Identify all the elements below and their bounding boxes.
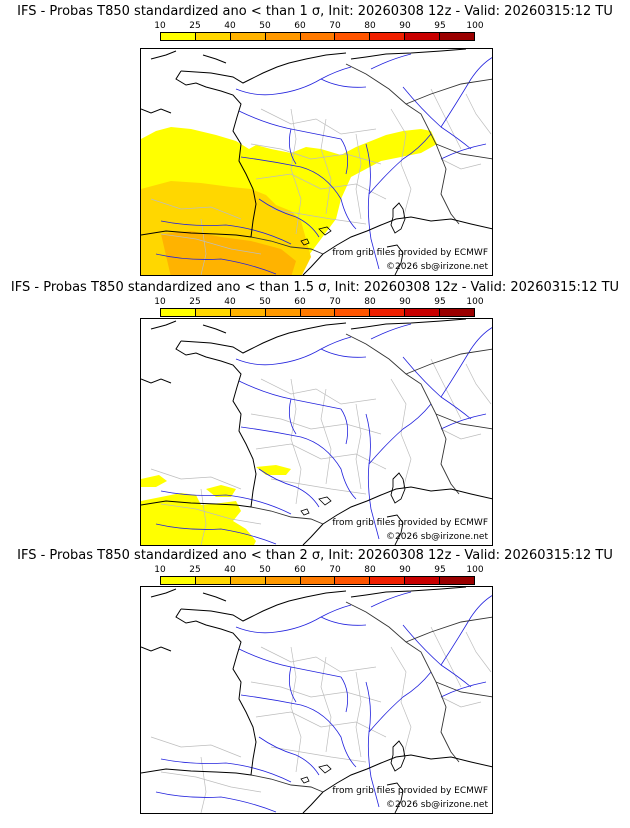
color-scale-bar [160,308,475,317]
scale-cell [370,309,406,316]
scale-tick-label: 40 [224,297,236,307]
scale-tick-label: 90 [399,565,411,575]
basemap-layer [141,587,492,813]
color-scale-bar [160,32,475,41]
scale-cell [161,309,196,316]
scale-tick-label: 100 [466,21,484,31]
prob-zone-10c [256,465,291,475]
scale-tick-label: 40 [224,21,236,31]
probability-color-scale: 10 25 40 50 60 70 80 90 95 100 [154,21,484,49]
probability-color-scale: 10 25 40 50 60 70 80 90 95 100 [154,565,484,593]
source-credit: from grib files provided by ECMWF [332,518,488,528]
scale-tick-label: 50 [259,565,271,575]
color-scale-bar [160,576,475,585]
panel-title: IFS - Probas T850 standardized ano < tha… [17,548,613,563]
probability-shading [141,465,291,545]
scale-cell [370,577,406,584]
scale-tick-label: 40 [224,565,236,575]
scale-tick-label: 70 [329,297,341,307]
scale-tick-label: 70 [329,21,341,31]
scale-tick-label: 50 [259,21,271,31]
prob-zone-10 [141,493,256,545]
scale-cell [195,33,231,40]
scale-tick-label: 90 [399,21,411,31]
scale-cell [230,309,266,316]
scale-cell [405,577,441,584]
scale-cell [265,577,301,584]
scale-cell [161,33,196,40]
scale-cell [300,577,336,584]
scale-cell [300,309,336,316]
scale-tick-label: 95 [434,297,446,307]
copyright-credit: ©2026 sb@irizone.net [386,532,488,542]
map-panel-1-5sigma: IFS - Probas T850 standardized ano < tha… [0,280,630,548]
map-canvas [141,587,492,813]
copyright-credit: ©2026 sb@irizone.net [386,262,488,272]
prob-zone-10d [141,475,167,487]
probability-map: from grib files provided by ECMWF ©2026 … [140,48,493,276]
panel-title: IFS - Probas T850 standardized ano < tha… [10,280,620,295]
probability-shading [141,127,437,275]
scale-tick-label: 25 [189,297,201,307]
probability-map: from grib files provided by ECMWF ©2026 … [140,318,493,546]
scale-tick-label: 95 [434,565,446,575]
scale-tick-label: 80 [364,21,376,31]
scale-tick-label: 60 [294,565,306,575]
scale-cell [440,33,475,40]
source-credit: from grib files provided by ECMWF [332,248,488,258]
scale-cell [335,33,371,40]
map-canvas [141,49,492,275]
scale-cell [300,33,336,40]
scale-tick-label: 90 [399,297,411,307]
scale-cell [405,309,441,316]
scale-tick-label: 60 [294,21,306,31]
scale-cell [195,309,231,316]
scale-tick-label: 100 [466,565,484,575]
prob-zone-40 [161,231,296,275]
source-credit: from grib files provided by ECMWF [332,786,488,796]
scale-tick-label: 95 [434,21,446,31]
scale-cell [440,577,475,584]
prob-zone-10b [206,485,236,497]
map-panel-1sigma: IFS - Probas T850 standardized ano < tha… [0,4,630,276]
scale-cell [161,577,196,584]
scale-cell [370,33,406,40]
panel-title: IFS - Probas T850 standardized ano < tha… [17,4,613,19]
probability-map: from grib files provided by ECMWF ©2026 … [140,586,493,814]
scale-tick-label: 10 [154,565,166,575]
scale-cell [440,309,475,316]
scale-tick-label: 50 [259,297,271,307]
scale-tick-label: 10 [154,21,166,31]
scale-tick-label: 25 [189,21,201,31]
scale-cell [195,577,231,584]
scale-tick-label: 70 [329,565,341,575]
probability-color-scale: 10 25 40 50 60 70 80 90 95 100 [154,297,484,325]
scale-cell [230,577,266,584]
scale-tick-label: 100 [466,297,484,307]
scale-cell [265,309,301,316]
scale-tick-label: 10 [154,297,166,307]
prob-zone-10b [301,133,427,171]
map-canvas [141,319,492,545]
copyright-credit: ©2026 sb@irizone.net [386,800,488,810]
scale-tick-label: 80 [364,565,376,575]
map-panel-2sigma: IFS - Probas T850 standardized ano < tha… [0,548,630,816]
scale-cell [405,33,441,40]
scale-tick-label: 60 [294,297,306,307]
scale-tick-label: 25 [189,565,201,575]
scale-cell [230,33,266,40]
scale-tick-label: 80 [364,297,376,307]
scale-cell [335,309,371,316]
scale-cell [335,577,371,584]
scale-cell [265,33,301,40]
